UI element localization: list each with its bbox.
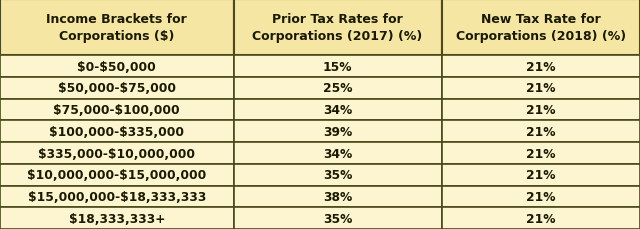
Bar — [442, 99, 640, 121]
Bar — [442, 164, 640, 186]
Bar — [442, 207, 640, 229]
Text: 25%: 25% — [323, 82, 353, 95]
Bar — [0, 99, 234, 121]
Text: \$50,000-\$75,000: \$50,000-\$75,000 — [58, 82, 176, 95]
Bar — [442, 0, 640, 56]
Bar — [442, 186, 640, 207]
Text: 21%: 21% — [526, 104, 556, 117]
Text: 21%: 21% — [526, 147, 556, 160]
Bar — [442, 78, 640, 99]
Bar — [234, 207, 442, 229]
Bar — [0, 164, 234, 186]
Bar — [0, 121, 234, 142]
Bar — [0, 207, 234, 229]
Text: 21%: 21% — [526, 60, 556, 73]
Bar — [0, 142, 234, 164]
Text: \$335,000-\$10,000,000: \$335,000-\$10,000,000 — [38, 147, 195, 160]
Bar — [442, 56, 640, 78]
Text: \$0-\$50,000: \$0-\$50,000 — [77, 60, 156, 73]
Text: 21%: 21% — [526, 82, 556, 95]
Bar — [234, 142, 442, 164]
Bar — [234, 0, 442, 56]
Bar — [0, 186, 234, 207]
Bar — [234, 78, 442, 99]
Text: \$15,000,000-\$18,333,333: \$15,000,000-\$18,333,333 — [28, 190, 206, 203]
Text: 15%: 15% — [323, 60, 353, 73]
Bar — [0, 56, 234, 78]
Bar — [234, 164, 442, 186]
Text: 35%: 35% — [323, 212, 352, 225]
Bar — [0, 0, 234, 56]
Text: 21%: 21% — [526, 212, 556, 225]
Text: 35%: 35% — [323, 169, 352, 181]
Bar — [0, 78, 234, 99]
Text: 21%: 21% — [526, 190, 556, 203]
Bar — [442, 142, 640, 164]
Text: Prior Tax Rates for
Corporations (2017) (%): Prior Tax Rates for Corporations (2017) … — [252, 13, 423, 43]
Text: 21%: 21% — [526, 125, 556, 138]
Text: New Tax Rate for
Corporations (2018) (%): New Tax Rate for Corporations (2018) (%) — [456, 13, 626, 43]
Text: 34%: 34% — [323, 147, 352, 160]
Bar — [442, 121, 640, 142]
Text: 39%: 39% — [323, 125, 352, 138]
Text: \$18,333,333+: \$18,333,333+ — [68, 212, 165, 225]
Text: \$75,000-\$100,000: \$75,000-\$100,000 — [54, 104, 180, 117]
Bar — [234, 56, 442, 78]
Text: Income Brackets for
Corporations (\$): Income Brackets for Corporations (\$) — [47, 13, 187, 43]
Text: \$10,000,000-\$15,000,000: \$10,000,000-\$15,000,000 — [27, 169, 207, 181]
Text: \$100,000-\$335,000: \$100,000-\$335,000 — [49, 125, 184, 138]
Text: 34%: 34% — [323, 104, 352, 117]
Bar — [234, 121, 442, 142]
Text: 38%: 38% — [323, 190, 352, 203]
Bar — [234, 186, 442, 207]
Text: 21%: 21% — [526, 169, 556, 181]
Bar — [234, 99, 442, 121]
